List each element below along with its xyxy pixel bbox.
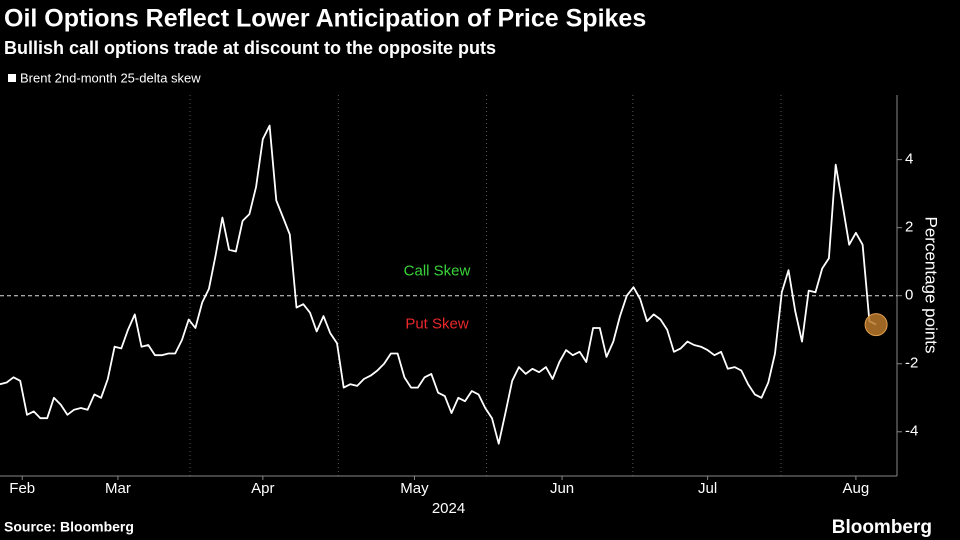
y-tick-label: -4 (905, 423, 918, 440)
x-tick-label: Jul (698, 480, 717, 497)
x-tick-label: Jun (550, 480, 574, 497)
x-tick-label: Apr (251, 480, 274, 497)
chart-title: Oil Options Reflect Lower Anticipation o… (4, 5, 646, 33)
x-tick-label: May (400, 480, 429, 497)
highlight-marker (864, 313, 888, 337)
y-tick-label: -2 (905, 355, 918, 372)
y-tick-label: 2 (905, 219, 913, 236)
x-tick-label: Aug (843, 480, 870, 497)
annotation: Call Skew (404, 263, 471, 280)
y-tick-label: 4 (905, 151, 913, 168)
legend-label: Brent 2nd-month 25-delta skew (20, 70, 201, 85)
legend-swatch (8, 74, 16, 82)
x-tick-label: Feb (9, 480, 35, 497)
y-tick-label: 0 (905, 287, 913, 304)
source: Source: Bloomberg (4, 519, 134, 535)
series-line (0, 124, 877, 445)
x-tick-label: Mar (105, 480, 131, 497)
chart-subtitle: Bullish call options trade at discount t… (4, 38, 496, 58)
x-axis-label: 2024 (432, 500, 465, 517)
annotation: Put Skew (405, 316, 469, 333)
brand: Bloomberg (832, 517, 932, 538)
y-axis-label: Percentage points (922, 216, 941, 353)
